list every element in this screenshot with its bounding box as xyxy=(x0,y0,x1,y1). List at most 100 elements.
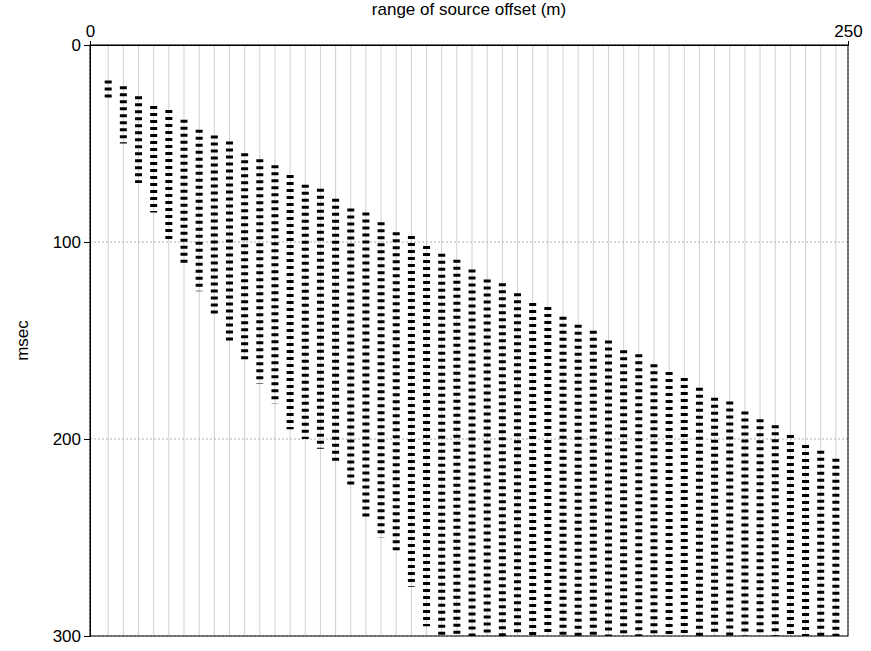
trace xyxy=(802,445,809,636)
trace xyxy=(196,130,203,292)
y-tick-mark xyxy=(84,45,90,46)
trace-baseline xyxy=(805,45,806,636)
y-tick: 200 xyxy=(53,430,90,449)
trace xyxy=(696,388,703,636)
trace xyxy=(484,279,491,636)
x-tick: 0 xyxy=(86,22,95,45)
trace xyxy=(287,175,294,429)
trace-baseline xyxy=(259,45,260,636)
trace xyxy=(165,110,172,242)
y-tick-label: 0 xyxy=(72,36,81,55)
y-axis-title: msec xyxy=(13,320,32,361)
trace-baseline xyxy=(608,45,609,636)
trace xyxy=(514,293,521,636)
trace xyxy=(590,331,597,636)
trace-baseline xyxy=(290,45,291,636)
trace xyxy=(378,222,385,537)
trace xyxy=(620,350,627,636)
trace-baseline xyxy=(456,45,457,636)
y-tick-mark xyxy=(84,242,90,243)
trace xyxy=(711,398,718,636)
trace xyxy=(681,378,688,636)
x-axis: 0 250 xyxy=(86,22,863,46)
trace xyxy=(332,199,339,463)
trace-baseline xyxy=(699,45,700,636)
grid xyxy=(90,45,848,636)
trace-baseline xyxy=(744,45,745,636)
trace-baseline xyxy=(441,45,442,636)
y-tick-mark xyxy=(84,439,90,440)
x-tick-label: 250 xyxy=(834,22,862,41)
trace-baseline xyxy=(487,45,488,636)
trace xyxy=(650,364,657,636)
chart: 0 250 0 100 200 300 range of source offset (m)… xyxy=(0,0,871,651)
trace xyxy=(559,317,566,636)
trace-baseline xyxy=(183,45,184,636)
trace-baseline xyxy=(229,45,230,636)
trace xyxy=(666,372,673,636)
trace xyxy=(105,80,112,100)
trace-baseline xyxy=(320,45,321,636)
trace xyxy=(832,459,839,636)
trace xyxy=(150,106,157,212)
trace-baseline xyxy=(123,45,124,636)
trace-baseline xyxy=(760,45,761,636)
trace-baseline xyxy=(684,45,685,636)
y-axis-line xyxy=(84,46,91,637)
trace-baseline xyxy=(669,45,670,636)
trace-baseline xyxy=(835,45,836,636)
y-tick-label: 100 xyxy=(53,233,81,252)
trace-baseline xyxy=(244,45,245,636)
trace xyxy=(605,341,612,637)
trace-baseline xyxy=(775,45,776,636)
y-tick-label: 200 xyxy=(53,430,81,449)
trace-baseline xyxy=(472,45,473,636)
trace-baseline xyxy=(502,45,503,636)
trace-baseline xyxy=(214,45,215,636)
trace xyxy=(544,307,551,636)
x-tick-mark xyxy=(90,41,91,45)
trace xyxy=(575,325,582,636)
trace-baseline xyxy=(381,45,382,636)
trace-baseline xyxy=(623,45,624,636)
trace-baseline xyxy=(350,45,351,636)
trace xyxy=(211,136,218,317)
trace-baseline xyxy=(426,45,427,636)
trace xyxy=(529,303,536,636)
trace xyxy=(787,435,794,636)
trace-baseline xyxy=(517,45,518,636)
trace xyxy=(635,354,642,636)
trace xyxy=(180,120,187,266)
trace xyxy=(499,283,506,636)
trace xyxy=(726,402,733,636)
trace xyxy=(741,411,748,636)
trace xyxy=(256,159,263,384)
trace-baseline xyxy=(653,45,654,636)
trace-baseline xyxy=(729,45,730,636)
trace xyxy=(362,212,369,517)
trace xyxy=(393,232,400,551)
plot-frame xyxy=(90,45,848,636)
trace-baseline xyxy=(274,45,275,636)
y-tick-mark xyxy=(84,636,90,637)
x-axis-title: range of source offset (m) xyxy=(372,0,566,19)
x-axis-line xyxy=(91,41,849,46)
trace-baseline xyxy=(199,45,200,636)
traces xyxy=(108,45,836,636)
x-tick: 250 xyxy=(834,22,862,45)
trace-baseline xyxy=(411,45,412,636)
trace-baseline xyxy=(168,45,169,636)
y-tick-label: 300 xyxy=(53,627,81,646)
trace xyxy=(271,165,278,403)
trace xyxy=(772,425,779,636)
x-tick-label: 0 xyxy=(86,22,95,41)
trace xyxy=(120,86,127,143)
trace xyxy=(302,185,309,439)
trace xyxy=(453,260,460,636)
trace-baseline xyxy=(562,45,563,636)
trace-baseline xyxy=(638,45,639,636)
trace-baseline xyxy=(532,45,533,636)
x-tick-mark xyxy=(848,41,849,45)
trace-baseline xyxy=(578,45,579,636)
trace-baseline xyxy=(547,45,548,636)
